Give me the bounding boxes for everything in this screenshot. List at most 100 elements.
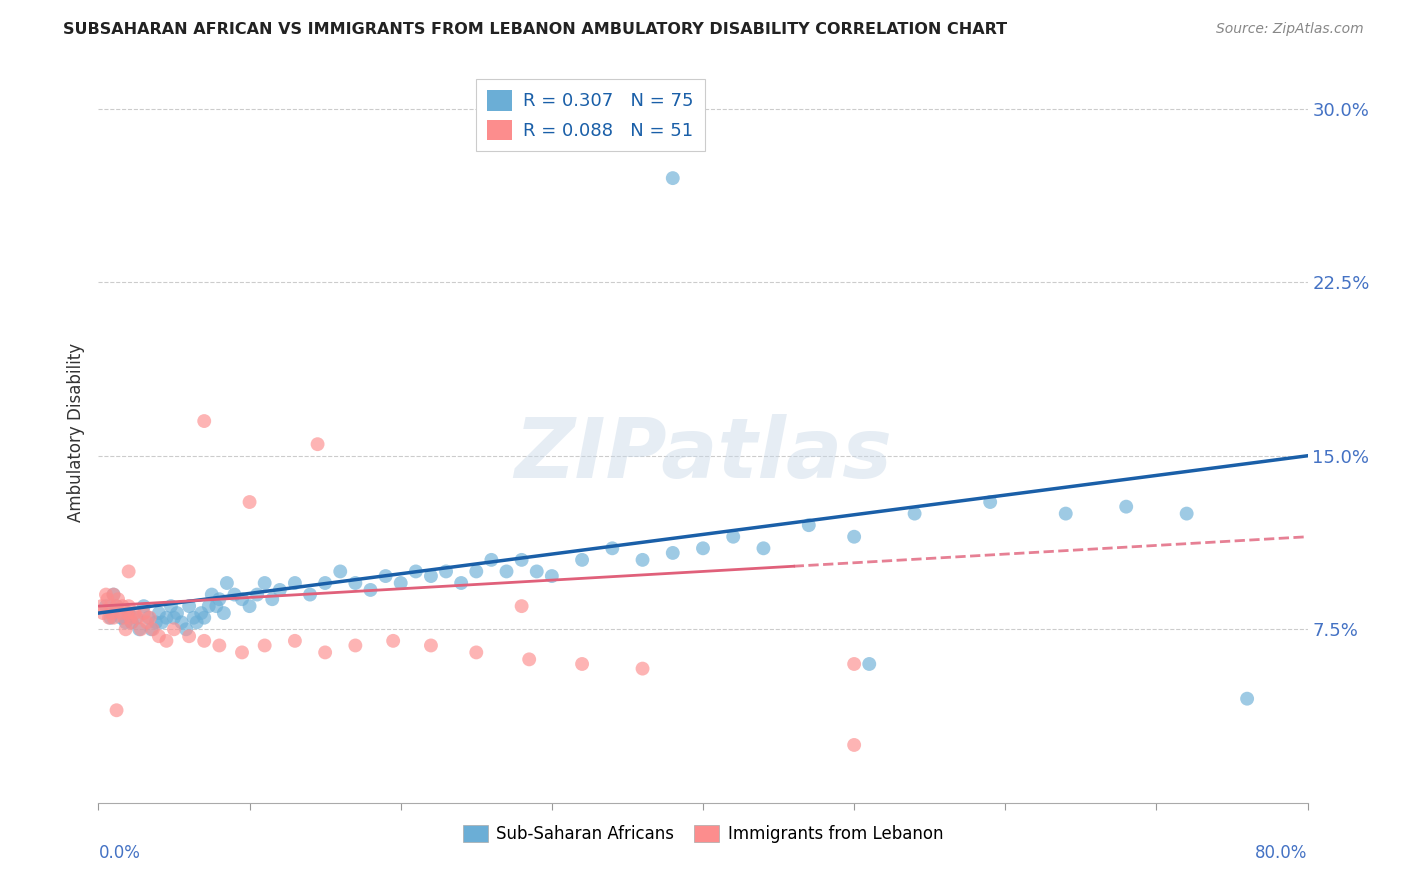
Point (314, 645, 336, 659)
Point (979, 495, 1001, 509)
Point (307, 437, 329, 451)
Point (114, 622, 136, 636)
Point (797, 518, 820, 533)
Point (246, 588, 269, 602)
Point (571, 553, 593, 567)
Point (132, 599, 155, 614)
Point (405, 565, 427, 579)
Point (224, 588, 246, 602)
Point (110, 606, 132, 620)
Text: 0.0%: 0.0% (98, 844, 141, 862)
Point (98, 610, 121, 624)
Point (510, 553, 533, 567)
Point (434, 565, 457, 579)
Point (450, 576, 472, 591)
Point (1175, 507, 1198, 521)
Point (661, 171, 683, 186)
Point (105, 599, 128, 614)
Point (110, 610, 132, 624)
Point (344, 576, 367, 591)
Point (166, 606, 188, 620)
Point (692, 541, 714, 556)
Point (124, 606, 146, 620)
Point (118, 599, 141, 614)
Point (94, 588, 117, 602)
Point (389, 576, 412, 591)
Point (170, 615, 193, 630)
Point (314, 576, 336, 591)
Point (112, 610, 135, 624)
Point (360, 582, 382, 597)
Point (111, 599, 134, 614)
Point (96, 592, 118, 607)
Point (150, 615, 173, 630)
Point (231, 592, 253, 607)
Point (100, 610, 122, 624)
Point (118, 606, 141, 620)
Text: 80.0%: 80.0% (1256, 844, 1308, 862)
Point (208, 639, 231, 653)
Point (139, 610, 162, 624)
Point (284, 576, 307, 591)
Point (253, 639, 276, 653)
Point (100, 599, 122, 614)
Point (179, 629, 201, 643)
Point (155, 610, 177, 624)
Point (481, 553, 503, 567)
Point (129, 622, 152, 636)
Point (517, 652, 540, 666)
Point (190, 606, 212, 620)
Point (103, 588, 125, 602)
Point (844, 738, 866, 752)
Point (186, 615, 208, 630)
Point (163, 622, 186, 636)
Point (142, 622, 165, 636)
Point (382, 633, 405, 648)
Point (420, 639, 443, 653)
Point (495, 565, 517, 579)
Point (118, 565, 141, 579)
Point (174, 622, 197, 636)
Point (465, 565, 488, 579)
Point (183, 610, 205, 624)
Point (631, 553, 654, 567)
Point (128, 622, 150, 636)
Point (420, 569, 443, 583)
Point (148, 606, 170, 620)
Point (125, 610, 148, 624)
Point (661, 546, 683, 560)
Point (121, 615, 143, 630)
Point (103, 588, 125, 602)
Point (374, 569, 396, 583)
Text: Source: ZipAtlas.com: Source: ZipAtlas.com (1216, 22, 1364, 37)
Point (571, 657, 593, 671)
Point (136, 610, 159, 624)
Point (752, 541, 775, 556)
Point (193, 414, 215, 428)
Text: SUBSAHARAN AFRICAN VS IMMIGRANTS FROM LEBANON AMBULATORY DISABILITY CORRELATION : SUBSAHARAN AFRICAN VS IMMIGRANTS FROM LE… (63, 22, 1007, 37)
Point (145, 615, 167, 630)
Point (231, 645, 253, 659)
Point (107, 592, 129, 607)
Point (201, 588, 224, 602)
Point (299, 588, 322, 602)
Point (510, 599, 533, 614)
Point (193, 610, 215, 624)
Point (141, 622, 163, 636)
Point (1115, 500, 1137, 514)
Point (858, 657, 880, 671)
Text: ZIPatlas: ZIPatlas (515, 414, 891, 495)
Point (1054, 507, 1077, 521)
Point (344, 639, 367, 653)
Point (284, 633, 307, 648)
Y-axis label: Ambulatory Disability: Ambulatory Disability (66, 343, 84, 522)
Point (631, 662, 654, 676)
Point (90, 599, 112, 614)
Point (121, 615, 143, 630)
Point (844, 530, 866, 544)
Point (208, 592, 231, 607)
Point (844, 657, 866, 671)
Point (239, 599, 262, 614)
Point (526, 565, 548, 579)
Point (540, 569, 562, 583)
